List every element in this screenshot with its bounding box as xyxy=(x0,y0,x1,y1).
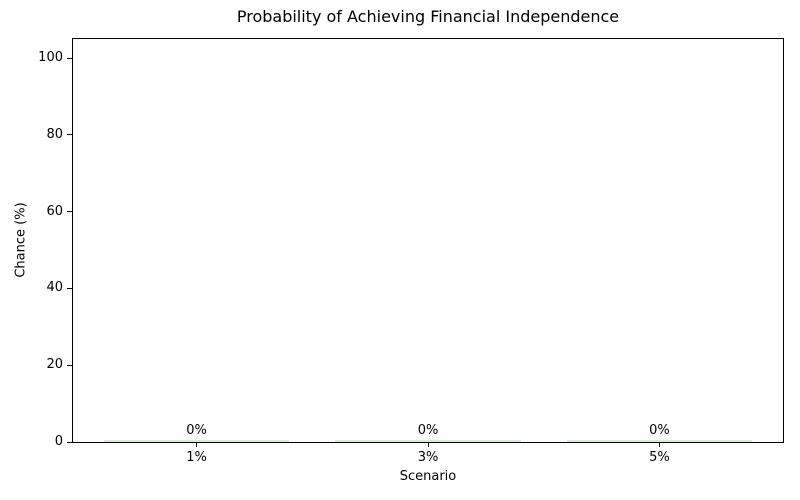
y-tick-label: 0 xyxy=(54,434,63,449)
x-tick-mark xyxy=(427,443,429,447)
chart-title: Probability of Achieving Financial Indep… xyxy=(236,7,620,26)
y-tick-label: 100 xyxy=(38,50,63,66)
bar-value-label: 0% xyxy=(649,423,670,438)
y-tick-mark xyxy=(67,287,72,289)
x-tick-label: 1% xyxy=(186,450,207,465)
y-tick-mark xyxy=(67,57,72,59)
y-axis-label: Chance (%) xyxy=(13,202,29,278)
y-tick-mark xyxy=(67,441,72,443)
y-tick-label: 20 xyxy=(46,357,63,373)
y-tick-label: 40 xyxy=(46,280,63,296)
x-tick-mark xyxy=(196,443,198,447)
x-axis-label: Scenario xyxy=(399,469,457,484)
x-tick-label: 5% xyxy=(649,450,670,465)
y-tick-mark xyxy=(67,211,72,213)
x-tick-mark xyxy=(658,443,660,447)
bar-value-label: 0% xyxy=(186,423,207,438)
y-tick-mark xyxy=(67,364,72,366)
bar-value-label: 0% xyxy=(417,423,439,438)
bar xyxy=(335,440,521,442)
bar xyxy=(566,440,752,442)
y-tick-label: 60 xyxy=(46,203,63,219)
bar xyxy=(104,440,290,442)
y-tick-mark xyxy=(67,134,72,136)
x-tick-label: 3% xyxy=(417,450,439,465)
plot-area: 0 20 40 60 80 100 0% 1% 0% 3% 0% 5% xyxy=(38,38,784,465)
y-tick-label: 80 xyxy=(46,126,63,142)
